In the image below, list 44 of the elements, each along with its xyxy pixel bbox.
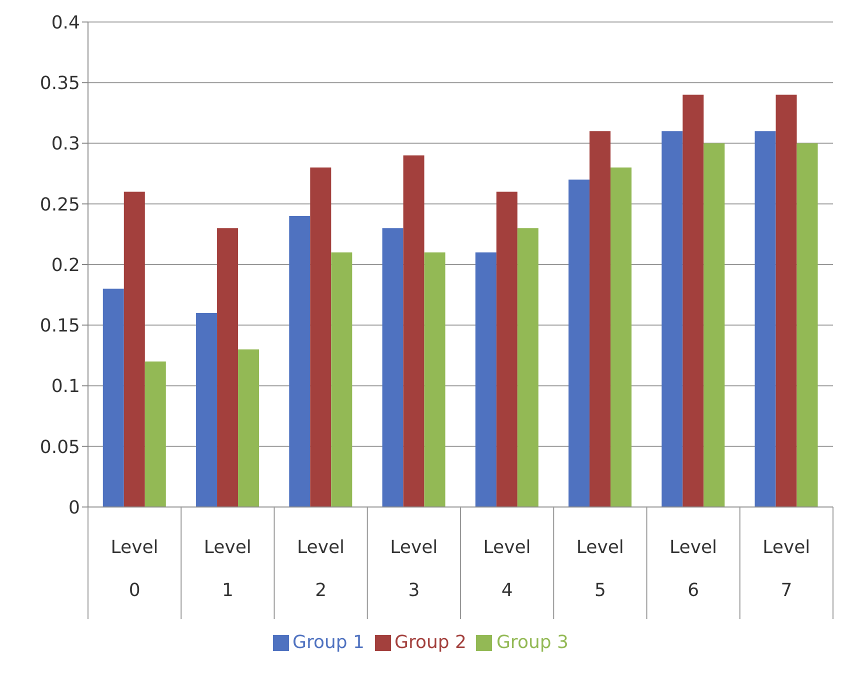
bar <box>475 252 496 507</box>
legend-label: Group 2 <box>394 632 466 653</box>
bar <box>102 288 124 507</box>
category-label: Level 1 <box>204 537 252 601</box>
bar <box>310 168 332 507</box>
bar <box>517 228 538 507</box>
bar <box>424 252 446 507</box>
y-tick-label: 0.1 <box>51 376 80 398</box>
category-label: Level 3 <box>390 537 438 601</box>
y-tick-label: 0.05 <box>40 436 80 458</box>
bar <box>496 192 518 507</box>
bar <box>754 131 776 507</box>
y-tick-label: 0.4 <box>51 12 80 34</box>
y-tick-label: 0.25 <box>40 194 80 216</box>
legend-label: Group 1 <box>292 632 364 653</box>
y-tick-label: 0.3 <box>51 134 80 155</box>
y-tick-label: 0 <box>68 497 80 518</box>
category-label: Level 7 <box>762 537 810 601</box>
category-label: Level 5 <box>576 537 624 601</box>
category-label: Level 2 <box>297 537 345 601</box>
category-label: Level 0 <box>110 537 158 601</box>
bar <box>124 192 145 507</box>
bar <box>610 168 632 507</box>
bar <box>776 94 797 507</box>
y-tick-label: 0.2 <box>51 254 80 276</box>
bar <box>289 216 310 507</box>
bar <box>238 349 260 507</box>
bar <box>796 143 818 507</box>
bar <box>217 228 238 507</box>
bar <box>568 180 590 507</box>
bar <box>382 228 404 507</box>
bar <box>144 362 166 507</box>
y-tick-label: 0.35 <box>40 73 80 94</box>
bar <box>662 131 683 507</box>
category-label: Level 6 <box>670 537 718 601</box>
y-tick-label: 0.15 <box>40 316 80 337</box>
bar <box>704 143 725 507</box>
bar <box>196 313 218 507</box>
bar <box>590 131 611 507</box>
category-label: Level 4 <box>483 537 531 601</box>
bar <box>331 252 352 507</box>
bar <box>403 155 424 507</box>
legend-label: Group 3 <box>496 632 568 653</box>
bar <box>682 94 704 507</box>
